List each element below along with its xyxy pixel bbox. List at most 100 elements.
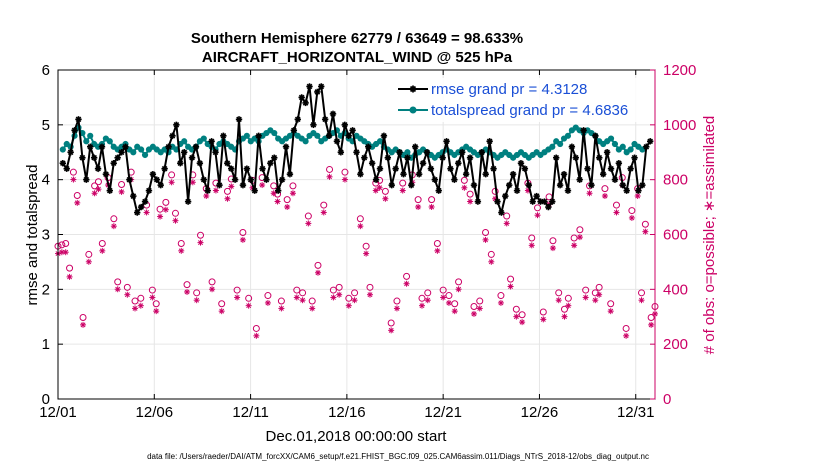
obs-possible-point	[641, 220, 649, 228]
rmse-point	[286, 170, 294, 178]
obs-possible-point	[114, 278, 122, 286]
rmse-point	[83, 176, 90, 183]
rmse-point	[325, 132, 333, 139]
obs-possible-point	[399, 179, 407, 187]
obs-assimilated-point	[561, 313, 568, 320]
legend-box	[396, 78, 646, 122]
obs-possible-point	[79, 313, 87, 321]
obs-assimilated-point	[634, 193, 641, 200]
rmse-point	[59, 160, 67, 167]
rmse-point	[643, 143, 650, 150]
obs-assimilated-point	[62, 249, 69, 256]
left-tick-label: 6	[42, 62, 50, 79]
rmse-point	[607, 165, 615, 172]
obs-possible-point	[218, 300, 226, 308]
obs-possible-point	[110, 215, 118, 223]
obs-assimilated-point	[149, 294, 156, 301]
rmse-point	[545, 203, 552, 211]
rmse-point	[353, 149, 360, 156]
rmse-point	[184, 198, 192, 205]
obs-possible-point	[233, 286, 241, 294]
obs-possible-point	[512, 305, 520, 313]
obs-assimilated-point	[326, 173, 333, 180]
obs-possible-point	[264, 292, 272, 300]
obs-possible-point	[622, 324, 630, 332]
obs-possible-point	[582, 286, 590, 294]
obs-possible-point	[381, 187, 389, 195]
obs-possible-point	[607, 300, 615, 308]
obs-assimilated-point	[143, 209, 150, 216]
obs-assimilated-point	[418, 302, 425, 309]
rmse-point	[435, 187, 442, 194]
rmse-point	[474, 198, 482, 205]
obs-possible-point	[197, 231, 205, 239]
data-file-footnote: data file: /Users/raeder/DAI/ATM_forcXX/…	[147, 452, 649, 461]
rmse-point	[396, 149, 403, 156]
left-tick-label: 1	[42, 336, 50, 353]
x-tick-label: 12/16	[328, 404, 366, 421]
obs-assimilated-point	[648, 321, 655, 328]
obs-possible-point	[612, 201, 620, 209]
obs-assimilated-point	[596, 291, 603, 298]
left-tick-label: 3	[42, 227, 50, 244]
rmse-point	[294, 116, 301, 123]
rmse-point	[619, 181, 626, 189]
obs-possible-point	[69, 168, 77, 176]
rmse-point	[443, 138, 450, 145]
obs-assimilated-point	[503, 220, 510, 227]
x-tick-label: 12/31	[617, 404, 655, 421]
obs-possible-point	[326, 165, 334, 173]
rmse-point	[408, 181, 415, 189]
obs-possible-point	[341, 168, 349, 176]
rmse-point	[466, 154, 474, 161]
left-tick-label: 4	[42, 172, 50, 189]
obs-assimilated-point	[507, 283, 514, 290]
obs-possible-point	[208, 278, 216, 286]
rmse-point	[165, 143, 172, 150]
obs-assimilated-point	[628, 214, 635, 221]
obs-possible-point	[293, 286, 301, 294]
obs-possible-point	[320, 201, 328, 209]
obs-possible-point	[460, 176, 468, 184]
obs-possible-point	[123, 283, 131, 291]
obs-possible-point	[387, 319, 395, 327]
obs-possible-point	[466, 190, 474, 198]
obs-assimilated-point	[110, 223, 117, 230]
obs-assimilated-point	[582, 294, 589, 301]
rmse-point	[599, 170, 607, 178]
rmse-point	[482, 170, 489, 178]
obs-assimilated-point	[245, 302, 252, 309]
rmse-point	[173, 121, 180, 129]
obs-assimilated-point	[341, 176, 348, 183]
obs-assimilated-point	[289, 190, 296, 197]
totalspread-point	[549, 143, 556, 150]
rmse-point	[274, 187, 282, 194]
rmse-point	[333, 138, 341, 145]
obs-possible-point	[528, 234, 536, 242]
left-tick-label: 5	[42, 117, 50, 134]
obs-possible-point	[549, 237, 557, 245]
left-axis-label: rmse and totalspread	[24, 165, 41, 306]
obs-assimilated-point	[351, 297, 358, 304]
rmse-point	[79, 154, 86, 161]
totalspread-point	[200, 135, 207, 142]
rmse-point	[243, 165, 251, 172]
rmse-point	[227, 165, 235, 172]
rmse-point	[216, 181, 223, 189]
obs-possible-point	[518, 311, 526, 319]
obs-assimilated-point	[184, 288, 191, 295]
rmse-point	[404, 154, 411, 161]
rmse-point	[314, 88, 321, 96]
legend-rmse-star	[409, 85, 417, 93]
obs-possible-point	[414, 196, 422, 204]
obs-assimilated-point	[124, 291, 131, 298]
obs-assimilated-point	[293, 294, 300, 301]
rmse-point	[639, 181, 646, 189]
obs-assimilated-point	[434, 247, 441, 254]
totalspread-point	[302, 138, 309, 145]
obs-assimilated-point	[445, 299, 452, 306]
obs-possible-point	[638, 289, 646, 297]
obs-assimilated-point	[613, 209, 620, 216]
rmse-point	[345, 132, 352, 139]
totalspread-point	[87, 132, 94, 139]
